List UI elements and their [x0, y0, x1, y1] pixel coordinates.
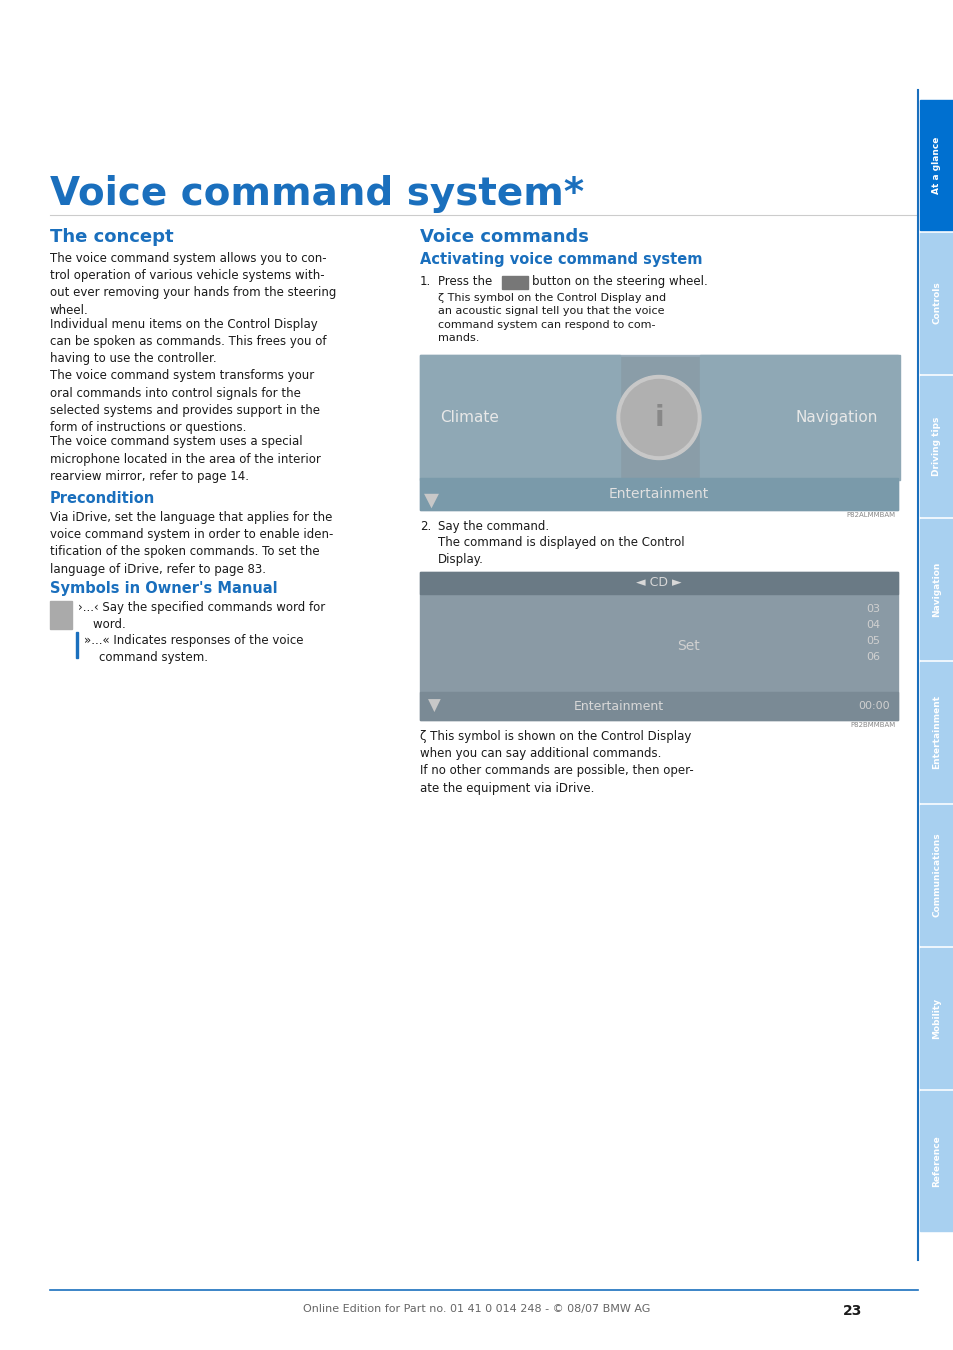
Text: »...« Indicates responses of the voice
    command system.: »...« Indicates responses of the voice c…: [84, 634, 303, 664]
Circle shape: [620, 379, 697, 455]
Text: ζ This symbol is shown on the Control Display
when you can say additional comman: ζ This symbol is shown on the Control Di…: [419, 730, 693, 795]
Bar: [919, 518, 953, 659]
Text: Entertainment: Entertainment: [574, 699, 663, 713]
Text: The command is displayed on the Control
Display.: The command is displayed on the Control …: [437, 536, 684, 566]
Text: 23: 23: [841, 1304, 862, 1318]
Bar: [919, 948, 953, 1088]
Text: Entertainment: Entertainment: [608, 487, 708, 501]
Bar: [421, 356, 895, 508]
Text: Navigation: Navigation: [795, 410, 877, 425]
Text: Entertainment: Entertainment: [931, 695, 941, 769]
Bar: [76, 632, 78, 657]
Text: 1.: 1.: [419, 275, 431, 288]
Text: button on the steering wheel.: button on the steering wheel.: [532, 275, 707, 288]
Text: Precondition: Precondition: [50, 491, 155, 506]
Text: The voice command system transforms your
oral commands into control signals for : The voice command system transforms your…: [50, 370, 319, 435]
Bar: [419, 355, 619, 481]
Text: At a glance: At a glance: [931, 136, 941, 193]
Bar: [419, 572, 897, 594]
Text: Via iDrive, set the language that applies for the
voice command system in order : Via iDrive, set the language that applie…: [50, 512, 333, 575]
Text: ▼: ▼: [428, 697, 440, 716]
Text: ◄ CD ►: ◄ CD ►: [636, 576, 681, 590]
Text: The voice command system uses a special
microphone located in the area of the in: The voice command system uses a special …: [50, 436, 320, 483]
Text: 2.: 2.: [419, 520, 431, 533]
Text: Symbols in Owner's Manual: Symbols in Owner's Manual: [50, 580, 277, 595]
Text: Set: Set: [677, 639, 700, 653]
Text: ›...‹ Say the specified commands word for
    word.: ›...‹ Say the specified commands word fo…: [78, 601, 325, 632]
Bar: [419, 693, 897, 720]
Text: The voice command system allows you to con-
trol operation of various vehicle sy: The voice command system allows you to c…: [50, 252, 336, 317]
Text: ζ This symbol on the Control Display and
an acoustic signal tell you that the vo: ζ This symbol on the Control Display and…: [437, 293, 665, 343]
Text: Navigation: Navigation: [931, 562, 941, 617]
Bar: [700, 355, 899, 481]
Text: Voice commands: Voice commands: [419, 228, 588, 246]
Text: Press the: Press the: [437, 275, 492, 288]
Text: Say the command.: Say the command.: [437, 520, 549, 533]
Bar: [419, 355, 897, 510]
Text: Climate: Climate: [439, 410, 498, 425]
Text: Online Edition for Part no. 01 41 0 014 248 - © 08/07 BMW AG: Online Edition for Part no. 01 41 0 014 …: [303, 1304, 650, 1314]
Bar: [919, 805, 953, 945]
Bar: [501, 275, 527, 289]
Text: Controls: Controls: [931, 282, 941, 324]
Bar: [419, 572, 897, 720]
Text: P82ALMMBAM: P82ALMMBAM: [846, 512, 895, 518]
Bar: [919, 662, 953, 802]
Text: 03: 03: [865, 603, 879, 614]
Text: Voice command system*: Voice command system*: [50, 176, 583, 213]
Text: Activating voice command system: Activating voice command system: [419, 252, 701, 267]
Text: The concept: The concept: [50, 228, 173, 246]
Text: 00:00: 00:00: [858, 701, 889, 711]
Text: P82BMMBAM: P82BMMBAM: [850, 722, 895, 728]
Text: 05: 05: [865, 636, 879, 647]
Bar: [919, 1091, 953, 1231]
Text: Communications: Communications: [931, 833, 941, 917]
Bar: [50, 601, 71, 629]
Circle shape: [617, 375, 700, 459]
Text: Driving tips: Driving tips: [931, 416, 941, 475]
Bar: [919, 100, 953, 230]
Bar: [419, 478, 897, 510]
Bar: [919, 234, 953, 373]
Text: Reference: Reference: [931, 1135, 941, 1187]
Text: 04: 04: [865, 620, 879, 630]
Text: Individual menu items on the Control Display
can be spoken as commands. This fre: Individual menu items on the Control Dis…: [50, 319, 326, 366]
Text: ▼: ▼: [423, 490, 438, 509]
Bar: [919, 377, 953, 516]
Text: i: i: [654, 404, 663, 432]
Text: 06: 06: [865, 652, 879, 662]
Text: Mobility: Mobility: [931, 998, 941, 1038]
